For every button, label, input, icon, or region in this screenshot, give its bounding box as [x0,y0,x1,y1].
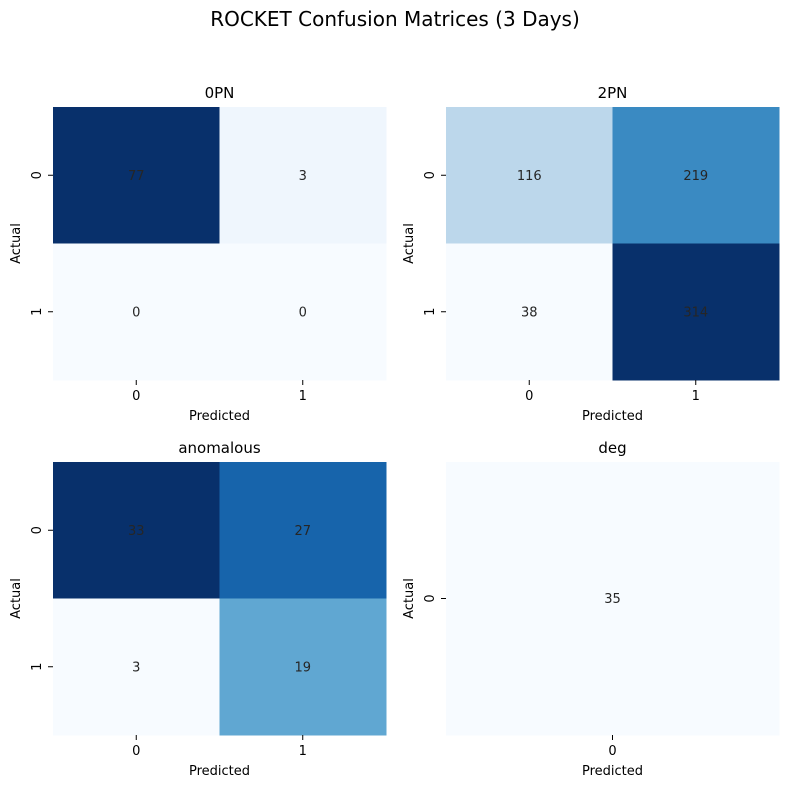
y-tick-label: 0 [30,526,45,534]
x-axis-label: Predicted [189,409,250,424]
panel-title: 2PN [598,84,628,102]
figure-title: ROCKET Confusion Matrices (3 Days) [210,7,580,31]
cell-value-label: 116 [517,169,542,184]
cell-value-label: 0 [299,305,307,320]
heatmap-cell [53,462,220,599]
cell-value-label: 3 [299,169,307,184]
heatmap-cell [219,243,387,381]
panel-title: anomalous [178,439,261,457]
cell-value-label: 27 [294,524,311,539]
x-tick-label: 0 [132,744,140,759]
y-tick-label: 0 [423,171,438,179]
x-tick-label: 1 [299,744,307,759]
cell-value-label: 33 [128,524,145,539]
cell-value-label: 314 [683,305,708,320]
heatmap-cell [53,598,220,736]
cell-value-label: 0 [132,305,140,320]
heatmap-cell [446,107,613,244]
x-tick-label: 0 [132,389,140,404]
cell-value-label: 3 [132,660,140,675]
heatmap-cell [612,243,780,381]
y-tick-label: 1 [30,308,45,316]
x-axis-label: Predicted [582,764,643,779]
heatmap-cell [446,243,613,381]
x-tick-label: 1 [299,389,307,404]
panel-anomalous: anomalous 33 27 3 19 Predicted Actual 0 1 0 1 [9,439,387,779]
y-axis-label: Actual [9,578,24,619]
x-tick-label: 0 [608,744,616,759]
heatmap-cell [219,462,387,599]
heatmap-cell [219,107,387,244]
heatmap-cell [446,462,780,736]
y-tick-label: 1 [423,308,438,316]
y-tick-label: 0 [30,171,45,179]
x-tick-label: 1 [692,389,700,404]
heatmap-cell [219,598,387,736]
y-axis-label: Actual [402,578,417,619]
heatmap-cell [612,107,780,244]
y-axis-label: Actual [402,223,417,264]
heatmap-cell [53,243,220,381]
heatmap-cells: 77 3 0 0 [53,107,387,381]
cell-value-label: 77 [128,169,145,184]
cell-value-label: 35 [604,592,621,607]
cell-value-label: 38 [521,305,538,320]
panel-0pn: 0PN 77 3 0 0 Predicted Actual 0 1 0 1 [9,84,387,424]
heatmap-cell [53,107,220,244]
heatmap-cells: 35 [446,462,780,736]
x-tick-label: 0 [525,389,533,404]
heatmap-cells: 33 27 3 19 [53,462,387,736]
cell-value-label: 219 [683,169,708,184]
y-axis-label: Actual [9,223,24,264]
panel-2pn: 2PN 116 219 38 314 Predicted Actual 0 1 0 1 [402,84,780,424]
panel-deg: deg 35 Predicted Actual 0 0 [402,439,780,779]
panel-title: 0PN [205,84,235,102]
y-tick-label: 0 [423,594,438,602]
heatmap-cells: 116 219 38 314 [446,107,780,381]
x-axis-label: Predicted [582,409,643,424]
y-tick-label: 1 [30,663,45,671]
x-axis-label: Predicted [189,764,250,779]
cell-value-label: 19 [294,660,311,675]
panel-title: deg [598,439,626,457]
